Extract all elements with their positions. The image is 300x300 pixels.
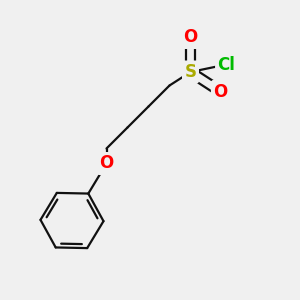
Text: O: O: [213, 82, 228, 100]
Text: S: S: [184, 63, 196, 81]
Text: O: O: [99, 154, 114, 172]
Text: Cl: Cl: [218, 56, 236, 74]
Text: O: O: [183, 28, 198, 46]
